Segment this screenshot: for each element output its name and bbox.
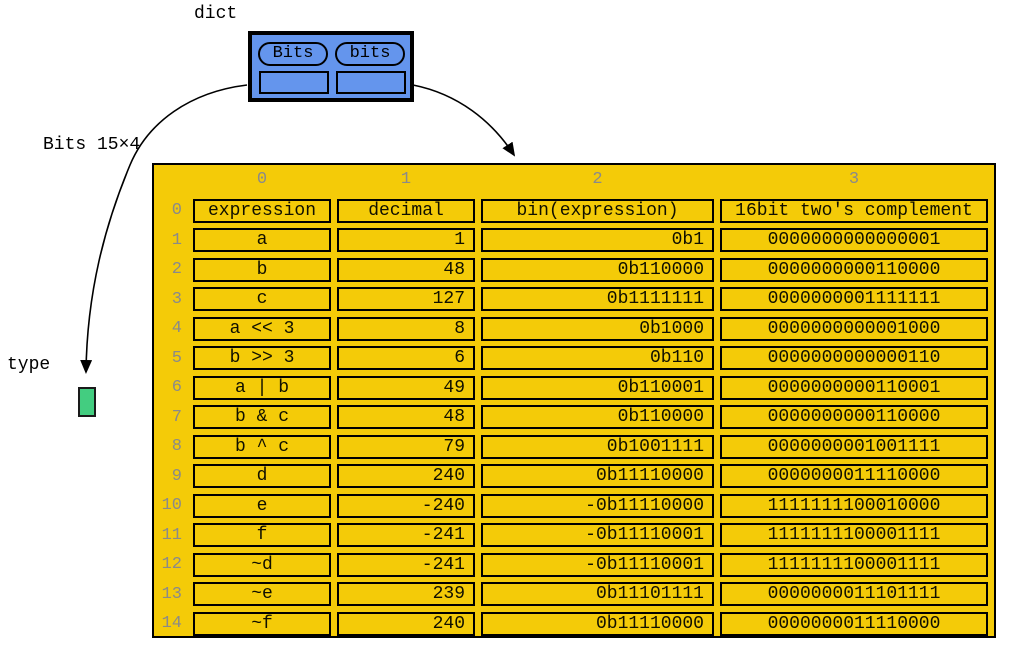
table-cell: 0b1 bbox=[481, 228, 714, 252]
table-cell: 0b110000 bbox=[481, 405, 714, 429]
table-cell: 0b110001 bbox=[481, 375, 714, 400]
row-index-label: 3 bbox=[171, 289, 182, 309]
column-index-label: 0 bbox=[256, 169, 268, 189]
table-cell: b ^ c bbox=[193, 434, 331, 459]
table-cell: 0000000000110000 bbox=[720, 405, 988, 429]
table-cell: 79 bbox=[337, 434, 475, 459]
dict-node: Bits bits bbox=[248, 31, 414, 102]
dict-type-label: dict bbox=[194, 4, 238, 24]
table-cell: 48 bbox=[337, 405, 475, 429]
table-cell: 0000000001001111 bbox=[720, 434, 988, 459]
table-cell: 0b110 bbox=[481, 346, 714, 370]
table-cell: 6 bbox=[337, 346, 475, 370]
table-cell: 0000000000110001 bbox=[720, 375, 988, 400]
dict-key-pill: Bits bbox=[258, 42, 328, 66]
table-cell: ~e bbox=[193, 582, 331, 606]
row-index-label: 9 bbox=[171, 466, 182, 486]
row-index-label: 5 bbox=[171, 348, 182, 368]
table-cell: b & c bbox=[193, 405, 331, 429]
table-cell: f bbox=[193, 523, 331, 547]
table-cell: 1111111100010000 bbox=[720, 493, 988, 518]
table-cell: 1111111100001111 bbox=[720, 552, 988, 577]
table-cell: 0b11110000 bbox=[481, 464, 714, 488]
column-index-label: 2 bbox=[592, 169, 603, 189]
table-cell: a << 3 bbox=[193, 316, 331, 341]
table-cell: 8 bbox=[337, 316, 475, 341]
table-cell: 0b11110000 bbox=[481, 611, 714, 636]
table-cell: 127 bbox=[337, 287, 475, 311]
pointer-arrow-to-array bbox=[412, 84, 516, 157]
type-ref-label: type bbox=[7, 355, 51, 375]
table-cell: 0b11101111 bbox=[481, 582, 714, 606]
table-cell: 0000000001111111 bbox=[720, 287, 988, 311]
row-index-label: 2 bbox=[171, 260, 182, 279]
table-header-cell: bin(expression) bbox=[481, 198, 714, 223]
table-cell: 0b1000 bbox=[481, 316, 714, 341]
table-cell: 240 bbox=[337, 464, 475, 488]
row-index-label: 11 bbox=[161, 525, 182, 545]
table-cell: 49 bbox=[337, 375, 475, 400]
table-header-cell: decimal bbox=[337, 198, 475, 223]
table-cell: c bbox=[193, 287, 331, 311]
row-index-label: 10 bbox=[161, 496, 182, 515]
table-header-cell: expression bbox=[193, 198, 331, 223]
table-cell: 0000000000001000 bbox=[720, 316, 988, 341]
column-index-label: 3 bbox=[848, 169, 860, 189]
table-cell: e bbox=[193, 493, 331, 518]
dict-value-slot bbox=[336, 71, 406, 94]
table-cell: -240 bbox=[337, 493, 475, 518]
table-cell: 0000000011110000 bbox=[720, 611, 988, 636]
row-index-label: 7 bbox=[171, 407, 182, 427]
table-cell: b >> 3 bbox=[193, 346, 331, 370]
table-cell: 0000000011101111 bbox=[720, 582, 988, 606]
table-cell: -0b11110001 bbox=[481, 552, 714, 577]
table-cell: 1111111100001111 bbox=[720, 523, 988, 547]
table-cell: -241 bbox=[337, 552, 475, 577]
dict-key-pill: bits bbox=[335, 42, 405, 66]
type-object-box bbox=[78, 387, 96, 417]
array-table-panel: 0 1 2 3 0 expression decimal bin(expression) 16b… bbox=[152, 163, 996, 638]
table-cell: d bbox=[193, 464, 331, 488]
table-cell: a bbox=[193, 228, 331, 252]
table-cell: 0000000000110000 bbox=[720, 257, 988, 282]
array-ref-label: Bits 15×4 bbox=[43, 135, 141, 155]
table-cell: 1 bbox=[337, 228, 475, 252]
row-index-label: 1 bbox=[171, 230, 182, 250]
table-header-cell: 16bit two's complement bbox=[720, 198, 988, 223]
row-index-label: 0 bbox=[171, 201, 182, 220]
table-cell: 0b1111111 bbox=[481, 287, 714, 311]
table-cell: 0b110000 bbox=[481, 257, 714, 282]
row-index-label: 14 bbox=[161, 614, 182, 633]
row-index-label: 6 bbox=[171, 378, 182, 397]
column-index-label: 1 bbox=[400, 169, 412, 189]
table-cell: 0000000000000001 bbox=[720, 228, 988, 252]
row-index-label: 12 bbox=[161, 555, 182, 574]
table-cell: -0b11110000 bbox=[481, 493, 714, 518]
table-cell: ~f bbox=[193, 611, 331, 636]
table-cell: ~d bbox=[193, 552, 331, 577]
table-cell: 48 bbox=[337, 257, 475, 282]
table-cell: b bbox=[193, 257, 331, 282]
dict-value-slot bbox=[259, 71, 329, 94]
row-index-label: 4 bbox=[171, 319, 182, 338]
table-cell: -241 bbox=[337, 523, 475, 547]
table-cell: 0000000000000110 bbox=[720, 346, 988, 370]
grid-corner-spacer bbox=[154, 165, 187, 193]
array-grid: 0 1 2 3 0 expression decimal bin(expression) 16b… bbox=[154, 165, 994, 636]
table-cell: 240 bbox=[337, 611, 475, 636]
row-index-label: 13 bbox=[161, 584, 182, 604]
table-cell: -0b11110001 bbox=[481, 523, 714, 547]
row-index-label: 8 bbox=[171, 437, 182, 456]
table-cell: 239 bbox=[337, 582, 475, 606]
table-cell: 0000000011110000 bbox=[720, 464, 988, 488]
table-cell: 0b1001111 bbox=[481, 434, 714, 459]
table-cell: a | b bbox=[193, 375, 331, 400]
